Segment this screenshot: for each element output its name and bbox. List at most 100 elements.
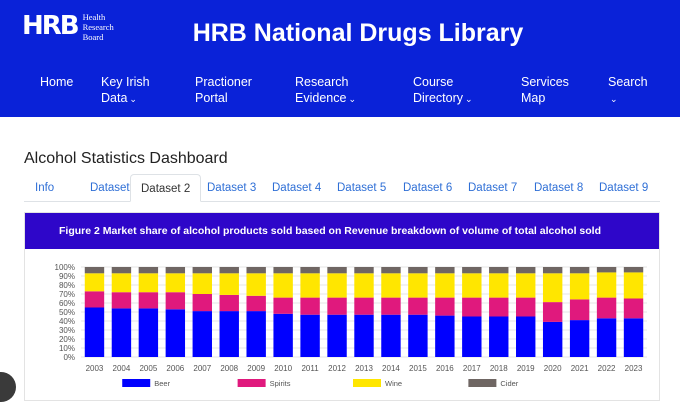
legend-swatch-spirits (237, 379, 266, 387)
tab-dataset-6[interactable]: Dataset 6 (403, 182, 453, 194)
x-tick-label: 2009 (247, 364, 265, 373)
tab-dataset-3[interactable]: Dataset 3 (207, 182, 257, 194)
bar-segment-wine (111, 273, 132, 293)
chevron-down-icon: ⌄ (348, 94, 356, 104)
bar-segment-wine (489, 273, 509, 298)
bar-segment-spirits (246, 295, 266, 312)
nav-key-irish-data[interactable]: Key Irish Data ⌄ (101, 74, 150, 107)
nav-practioner-portal-line2: Portal (195, 91, 228, 105)
nav-practioner-portal-line1: Practioner (195, 75, 252, 89)
bar-segment-wine (300, 273, 320, 298)
tab-dataset-4[interactable]: Dataset 4 (272, 182, 322, 194)
bar-segment-cider (246, 267, 266, 274)
bar-segment-beer (300, 314, 320, 357)
nav-research-evidence-line1: Research (295, 75, 349, 89)
bar-segment-spirits (516, 297, 536, 317)
nav-home[interactable]: Home (40, 74, 73, 90)
bar-segment-wine (569, 273, 590, 300)
tab-dataset-8[interactable]: Dataset 8 (534, 182, 584, 194)
bar-segment-spirits (327, 297, 347, 315)
bar-segment-cider (219, 267, 239, 274)
bar-segment-cider (623, 267, 644, 273)
legend-label-beer: Beer (154, 379, 170, 388)
bar-segment-beer (219, 311, 239, 357)
bar-segment-cider (408, 267, 428, 274)
bar-segment-spirits (408, 297, 428, 315)
bar-segment-cider (489, 267, 509, 274)
nav-course-directory-line2: Directory (413, 91, 464, 105)
tab-dataset-7[interactable]: Dataset 7 (468, 182, 518, 194)
bar-segment-beer (192, 311, 212, 357)
y-tick-label: 40% (59, 317, 75, 326)
x-tick-label: 2020 (544, 364, 562, 373)
bar-segment-cider (596, 267, 617, 273)
nav-search[interactable]: Search ⌄ (608, 74, 648, 107)
bar-segment-cider (138, 267, 159, 274)
x-tick-label: 2014 (382, 364, 400, 373)
bar-segment-spirits (542, 302, 563, 322)
bar-segment-spirits (596, 297, 617, 319)
bar-segment-wine (246, 273, 266, 296)
bar-segment-wine (462, 273, 482, 298)
nav-course-directory[interactable]: Course Directory ⌄ (413, 74, 473, 107)
hrb-logo[interactable]: HRB Health Research Board (22, 12, 114, 42)
x-tick-label: 2015 (409, 364, 427, 373)
x-tick-label: 2013 (355, 364, 373, 373)
bar-segment-cider (192, 267, 212, 274)
bar-segment-beer (354, 314, 374, 357)
tab-dataset-9[interactable]: Dataset 9 (599, 182, 649, 194)
bar-segment-beer (327, 314, 347, 357)
bar-segment-beer (408, 314, 428, 357)
bar-segment-beer (381, 314, 401, 357)
bar-segment-spirits (273, 297, 293, 314)
nav-key-irish-data-line2: Data (101, 91, 128, 105)
bar-segment-cider (381, 267, 401, 274)
nav-practioner-portal[interactable]: Practioner Portal (195, 74, 252, 106)
bar-segment-wine (84, 273, 105, 292)
tab-info[interactable]: Info (35, 182, 55, 194)
bar-segment-wine (327, 273, 347, 298)
x-tick-label: 2021 (571, 364, 589, 373)
bar-segment-cider (542, 267, 563, 274)
x-tick-label: 2016 (436, 364, 454, 373)
bar-segment-cider (84, 267, 105, 274)
nav-search-label: Search (608, 75, 648, 89)
logo-line-1: Health (82, 12, 106, 22)
chevron-down-icon: ⌄ (610, 94, 618, 104)
bar-segment-cider (165, 267, 186, 274)
bar-segment-cider (462, 267, 482, 274)
bar-segment-spirits (381, 297, 401, 315)
chart-panel: Figure 2 Market share of alcohol product… (24, 212, 660, 401)
bar-segment-beer (273, 313, 293, 357)
bar-segment-beer (435, 315, 455, 357)
bar-segment-beer (516, 316, 536, 357)
tab-dataset-1[interactable]: Dataset 1 (90, 182, 140, 194)
bar-segment-wine (354, 273, 374, 298)
bar-segment-beer (111, 308, 132, 357)
bar-segment-wine (542, 273, 563, 303)
bar-segment-beer (462, 316, 482, 357)
bar-segment-wine (192, 273, 212, 294)
logo-mark: HRB (22, 11, 80, 41)
bar-segment-beer (246, 311, 266, 357)
bar-segment-cider (111, 267, 132, 274)
dataset-tabs: Info Dataset 1 Dataset 2 Dataset 3 Datas… (24, 174, 660, 202)
tab-dataset-5[interactable]: Dataset 5 (337, 182, 387, 194)
bar-segment-wine (516, 273, 536, 298)
nav-research-evidence[interactable]: Research Evidence ⌄ (295, 74, 356, 107)
bar-segment-wine (408, 273, 428, 298)
nav-services-map-line2: Map (521, 91, 546, 105)
x-tick-label: 2019 (517, 364, 535, 373)
bar-segment-wine (138, 273, 159, 293)
bar-segment-cider (327, 267, 347, 274)
nav-services-map[interactable]: Services Map (521, 74, 569, 106)
y-tick-label: 70% (59, 290, 75, 299)
x-tick-label: 2017 (463, 364, 481, 373)
site-header: HRB Health Research Board HRB National D… (0, 0, 680, 117)
bar-segment-wine (435, 273, 455, 298)
bar-segment-spirits (489, 297, 509, 317)
legend-label-wine: Wine (385, 379, 402, 388)
corner-badge-icon (0, 372, 16, 402)
tab-dataset-2[interactable]: Dataset 2 (130, 174, 202, 202)
legend-swatch-beer (122, 379, 151, 387)
